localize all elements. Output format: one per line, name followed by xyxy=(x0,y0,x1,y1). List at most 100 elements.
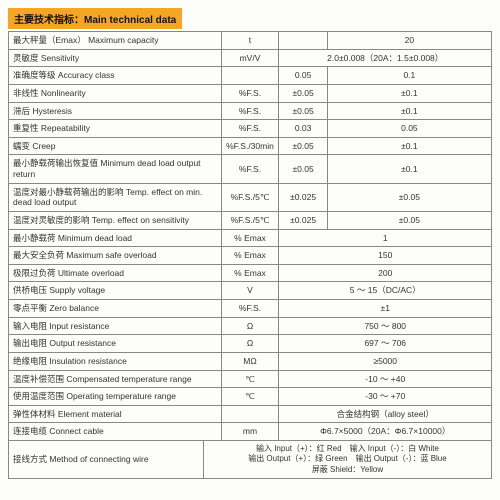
table-row: 输入电阻 Input resistanceΩ750 ～ 800 xyxy=(9,317,492,335)
section-title: 主要技术指标：Main technical data xyxy=(8,8,182,29)
row-unit: %F.S./5℃ xyxy=(221,211,279,229)
table-row: 蠕变 Creep%F.S./30min±0.05±0.1 xyxy=(9,137,492,155)
table-row: 使用温度范围 Operating temperature range℃-30 ～… xyxy=(9,388,492,406)
row-value: 5 ～ 15（DC/AC） xyxy=(279,282,492,300)
row-value-b: ±0.1 xyxy=(327,102,491,120)
table-row: 连接电缆 Connect cablemmΦ6.7×5000（20A：Φ6.7×1… xyxy=(9,423,492,441)
row-value-b: 0.1 xyxy=(327,67,491,85)
row-value-a: ±0.05 xyxy=(279,102,327,120)
row-label: 非线性 Nonlinearity xyxy=(9,84,222,102)
row-unit: ℃ xyxy=(221,388,279,406)
table-row: 非线性 Nonlinearity%F.S.±0.05±0.1 xyxy=(9,84,492,102)
table-row: 弹性体材料 Element material合金结构钢（alloy steel） xyxy=(9,405,492,423)
row-unit: t xyxy=(221,32,279,50)
row-label: 蠕变 Creep xyxy=(9,137,222,155)
table-row: 温度补偿范围 Compensated temperature range℃-10… xyxy=(9,370,492,388)
row-unit: mV/V xyxy=(221,49,279,67)
row-label: 温度补偿范围 Compensated temperature range xyxy=(9,370,222,388)
table-row: 温度对最小静载荷输出的影响 Temp. effect on min. dead … xyxy=(9,183,492,211)
row-value-a: ±0.05 xyxy=(279,137,327,155)
row-label: 灵敏度 Sensitivity xyxy=(9,49,222,67)
row-unit: Ω xyxy=(221,335,279,353)
row-value: 750 ～ 800 xyxy=(279,317,492,335)
row-unit: %F.S. xyxy=(221,155,279,183)
footer-text: 输入 Input（+）：红 Red 输入 Input（-）：白 White输出 … xyxy=(203,441,491,479)
row-value-b: 0.05 xyxy=(327,120,491,138)
row-value-a: 0.05 xyxy=(279,67,327,85)
row-value: 1 xyxy=(279,229,492,247)
table-row: 输出电阻 Output resistanceΩ697 ～ 706 xyxy=(9,335,492,353)
table-row: 最大秤量（Emax） Maximum capacityt 20 xyxy=(9,32,492,50)
footer-label: 接线方式 Method of connecting wire xyxy=(9,441,204,479)
table-row: 准确度等级 Accuracy class 0.050.1 xyxy=(9,67,492,85)
row-unit xyxy=(221,67,279,85)
row-value: 150 xyxy=(279,247,492,265)
row-label: 最小静载荷输出恢复值 Minimum dead load output retu… xyxy=(9,155,222,183)
row-value-a: ±0.025 xyxy=(279,211,327,229)
row-label: 输入电阻 Input resistance xyxy=(9,317,222,335)
row-value-b: ±0.1 xyxy=(327,155,491,183)
row-unit: ℃ xyxy=(221,370,279,388)
row-unit: Ω xyxy=(221,317,279,335)
row-unit: % Emax xyxy=(221,247,279,265)
row-label: 滞后 Hysteresis xyxy=(9,102,222,120)
row-unit: %F.S. xyxy=(221,102,279,120)
row-unit: %F.S. xyxy=(221,300,279,318)
row-value: -30 ～ +70 xyxy=(279,388,492,406)
row-unit: % Emax xyxy=(221,229,279,247)
row-value-b: 20 xyxy=(327,32,491,50)
row-value: Φ6.7×5000（20A：Φ6.7×10000） xyxy=(279,423,492,441)
row-value: 697 ～ 706 xyxy=(279,335,492,353)
table-row: 最小静载荷 Minimum dead load% Emax1 xyxy=(9,229,492,247)
row-label: 极限过负荷 Ultimate overload xyxy=(9,264,222,282)
row-value: ±1 xyxy=(279,300,492,318)
table-row: 极限过负荷 Ultimate overload% Emax200 xyxy=(9,264,492,282)
table-row: 绝缘电阻 Insulation resistanceMΩ≥5000 xyxy=(9,352,492,370)
row-label: 最小静载荷 Minimum dead load xyxy=(9,229,222,247)
row-unit xyxy=(221,405,279,423)
row-value-a: ±0.025 xyxy=(279,183,327,211)
row-value: 200 xyxy=(279,264,492,282)
row-unit: V xyxy=(221,282,279,300)
row-unit: %F.S./5℃ xyxy=(221,183,279,211)
table-row: 供桥电压 Supply voltageV5 ～ 15（DC/AC） xyxy=(9,282,492,300)
row-unit: %F.S./30min xyxy=(221,137,279,155)
row-value-a: 0.03 xyxy=(279,120,327,138)
row-unit: %F.S. xyxy=(221,84,279,102)
row-label: 最大安全负荷 Maximum safe overload xyxy=(9,247,222,265)
table-row: 温度对灵敏度的影响 Temp. effect on sensitivity%F.… xyxy=(9,211,492,229)
footer-table: 接线方式 Method of connecting wire 输入 Input（… xyxy=(8,440,492,479)
row-label: 重复性 Repeatability xyxy=(9,120,222,138)
row-unit: mm xyxy=(221,423,279,441)
row-value: ≥5000 xyxy=(279,352,492,370)
row-label: 供桥电压 Supply voltage xyxy=(9,282,222,300)
row-label: 绝缘电阻 Insulation resistance xyxy=(9,352,222,370)
row-value: -10 ～ +40 xyxy=(279,370,492,388)
row-unit: MΩ xyxy=(221,352,279,370)
table-row: 零点平衡 Zero balance%F.S.±1 xyxy=(9,300,492,318)
row-value-b: ±0.1 xyxy=(327,84,491,102)
row-label: 准确度等级 Accuracy class xyxy=(9,67,222,85)
spec-table: 最大秤量（Emax） Maximum capacityt 20 灵敏度 Sensit… xyxy=(8,31,492,441)
row-value-a: ±0.05 xyxy=(279,84,327,102)
row-label: 输出电阻 Output resistance xyxy=(9,335,222,353)
row-label: 最大秤量（Emax） Maximum capacity xyxy=(9,32,222,50)
row-value: 2.0±0.008（20A：1.5±0.008） xyxy=(279,49,492,67)
row-value-a: ±0.05 xyxy=(279,155,327,183)
table-row: 最小静载荷输出恢复值 Minimum dead load output retu… xyxy=(9,155,492,183)
row-value-b: ±0.1 xyxy=(327,137,491,155)
row-value-b: ±0.05 xyxy=(327,183,491,211)
row-value-a xyxy=(279,32,327,50)
table-row: 滞后 Hysteresis%F.S.±0.05±0.1 xyxy=(9,102,492,120)
row-unit: % Emax xyxy=(221,264,279,282)
row-unit: %F.S. xyxy=(221,120,279,138)
row-label: 使用温度范围 Operating temperature range xyxy=(9,388,222,406)
table-row: 最大安全负荷 Maximum safe overload% Emax150 xyxy=(9,247,492,265)
row-label: 连接电缆 Connect cable xyxy=(9,423,222,441)
table-row: 重复性 Repeatability%F.S.0.030.05 xyxy=(9,120,492,138)
row-value-b: ±0.05 xyxy=(327,211,491,229)
row-label: 零点平衡 Zero balance xyxy=(9,300,222,318)
row-label: 温度对最小静载荷输出的影响 Temp. effect on min. dead … xyxy=(9,183,222,211)
row-value: 合金结构钢（alloy steel） xyxy=(279,405,492,423)
row-label: 温度对灵敏度的影响 Temp. effect on sensitivity xyxy=(9,211,222,229)
